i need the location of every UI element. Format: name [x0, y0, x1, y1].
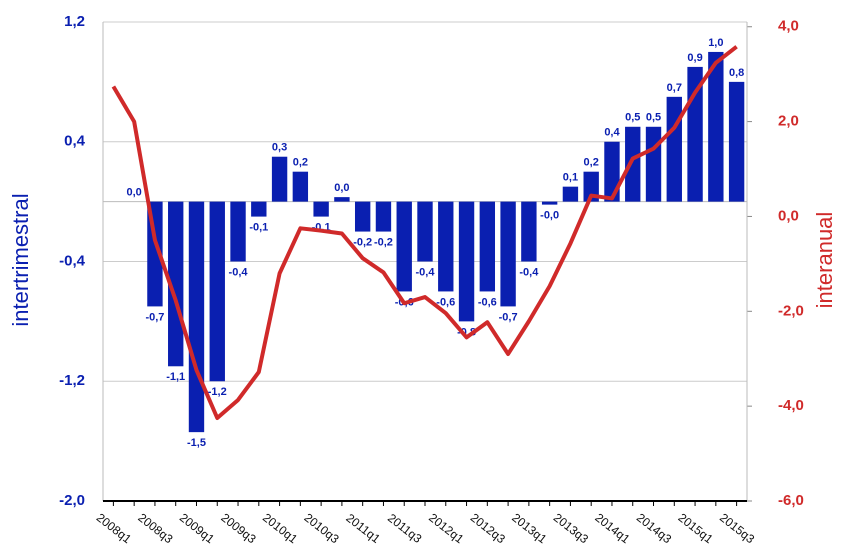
bar [251, 201, 267, 217]
x-tick-label: 2008q3 [135, 511, 175, 547]
value-label: -0,2 [374, 236, 393, 248]
bar [396, 201, 412, 292]
bar [230, 201, 246, 262]
value-label: 0,3 [272, 142, 287, 154]
y2-tick-label: -6,0 [778, 492, 804, 509]
value-label: 0,2 [293, 157, 308, 169]
bar [271, 156, 288, 202]
value-label: 0,8 [729, 67, 744, 79]
value-label: 0,5 [646, 112, 661, 124]
x-tick-label: 2012q3 [468, 511, 508, 547]
value-label: -0,6 [478, 296, 497, 308]
y2-axis-label: interanual [812, 212, 837, 309]
x-tick-label: 2013q1 [509, 511, 549, 547]
bar [438, 201, 454, 292]
value-label: 0,2 [584, 157, 599, 169]
bar [209, 201, 225, 382]
x-tick-label: 2012q1 [426, 511, 466, 547]
x-tick-label: 2010q1 [260, 511, 300, 547]
value-label: 0,5 [625, 112, 640, 124]
bar [604, 141, 620, 202]
bar [666, 96, 682, 202]
value-label: 1,0 [708, 37, 723, 49]
y2-tick-label: -2,0 [778, 302, 804, 319]
y-tick-label: 0,4 [64, 133, 86, 150]
bar [728, 81, 745, 202]
x-tick-label: 2009q3 [218, 511, 258, 547]
value-label: -0,7 [145, 311, 164, 323]
value-label: -0,4 [416, 266, 436, 278]
value-label: -0,4 [229, 266, 249, 278]
x-tick-label: 2011q1 [343, 511, 383, 546]
bar [458, 201, 475, 322]
y-tick-label: -1,2 [59, 372, 85, 389]
value-label: 0,7 [667, 82, 682, 94]
x-tick-label: 2015q1 [675, 511, 715, 547]
x-tick-label: 2008q1 [94, 511, 134, 547]
value-label: -0,7 [499, 311, 518, 323]
x-tick-label: 2014q3 [634, 511, 674, 547]
line [111, 45, 738, 421]
x-tick-label: 2013q3 [551, 511, 591, 547]
bar [334, 197, 350, 202]
value-label: 0,1 [563, 172, 578, 184]
bar [292, 171, 309, 202]
x-tick-label: 2011q3 [385, 511, 425, 546]
bar [188, 201, 205, 433]
y2-tick-label: 2,0 [778, 113, 799, 130]
value-label: -0,6 [436, 296, 455, 308]
bar [168, 201, 184, 367]
bar [313, 201, 329, 217]
bar [375, 201, 392, 232]
bar [625, 126, 641, 202]
value-label: -1,5 [187, 437, 206, 449]
y2-tick-label: -4,0 [778, 397, 804, 414]
value-label: 0,0 [127, 187, 142, 199]
x-tick-label: 2015q3 [717, 511, 757, 547]
bar [500, 201, 516, 307]
bar [645, 126, 662, 202]
value-label: -0,4 [519, 266, 539, 278]
bar [479, 201, 496, 292]
value-label: -0,1 [249, 222, 268, 234]
x-tick-label: 2009q1 [177, 511, 217, 547]
bar [521, 201, 537, 262]
bar [354, 201, 371, 232]
value-label: -1,1 [166, 371, 185, 383]
y2-tick-label: 4,0 [778, 18, 799, 35]
y-tick-label: -2,0 [59, 492, 85, 509]
y-tick-label: 1,2 [64, 13, 85, 30]
value-label: -1,2 [208, 386, 227, 398]
bar [541, 201, 558, 205]
y-axis-label: intertrimestral [8, 193, 33, 326]
value-label: -0,2 [353, 236, 372, 248]
bar [562, 186, 579, 202]
bar [708, 51, 724, 202]
value-label: 0,4 [604, 127, 620, 139]
y-tick-label: -0,4 [59, 252, 86, 269]
value-label: -0,0 [540, 210, 559, 222]
y2-tick-label: 0,0 [778, 207, 799, 224]
x-tick-label: 2010q3 [302, 511, 342, 547]
value-label: 0,0 [334, 182, 349, 194]
x-tick-label: 2014q1 [592, 511, 632, 547]
bar [417, 201, 433, 262]
value-label: 0,9 [687, 52, 702, 64]
